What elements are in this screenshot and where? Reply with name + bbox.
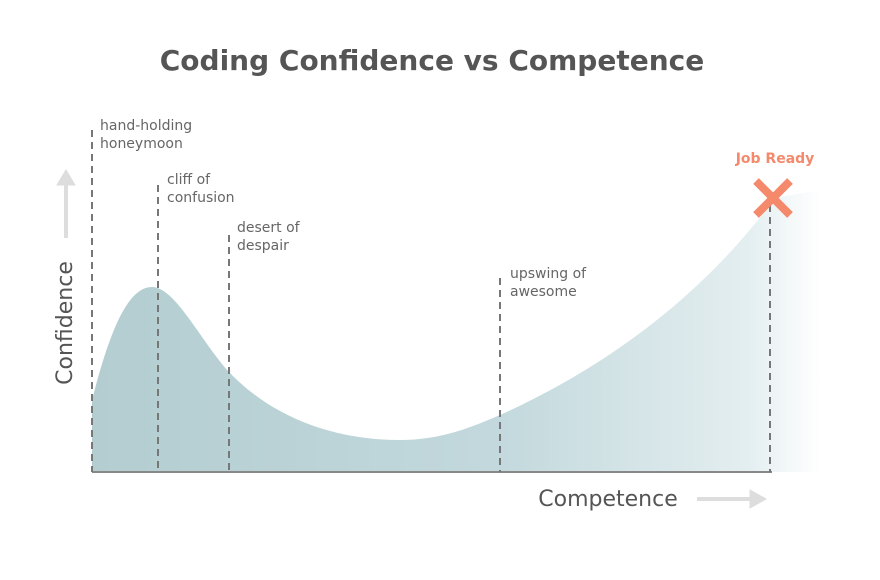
phase-dividers	[91, 130, 771, 472]
phase-label: hand-holding	[100, 118, 192, 134]
y-arrow	[56, 169, 76, 238]
y-axis-label: Confidence	[53, 261, 78, 385]
x-axis-label: Competence	[538, 487, 678, 512]
x-arrow	[697, 489, 768, 509]
goal-mark	[753, 178, 793, 218]
title: Coding Confidence vs Competence	[160, 44, 704, 77]
phase-label: cliff of	[167, 172, 211, 188]
phase-label: awesome	[510, 284, 577, 300]
phase-label: despair	[237, 238, 289, 254]
phase-label: upswing of	[510, 266, 587, 282]
phase-label: confusion	[167, 190, 235, 206]
goal-label: Job Ready	[735, 151, 815, 167]
phase-label: honeymoon	[100, 136, 183, 152]
phase-label: desert of	[237, 220, 301, 236]
curve-area	[92, 190, 820, 472]
